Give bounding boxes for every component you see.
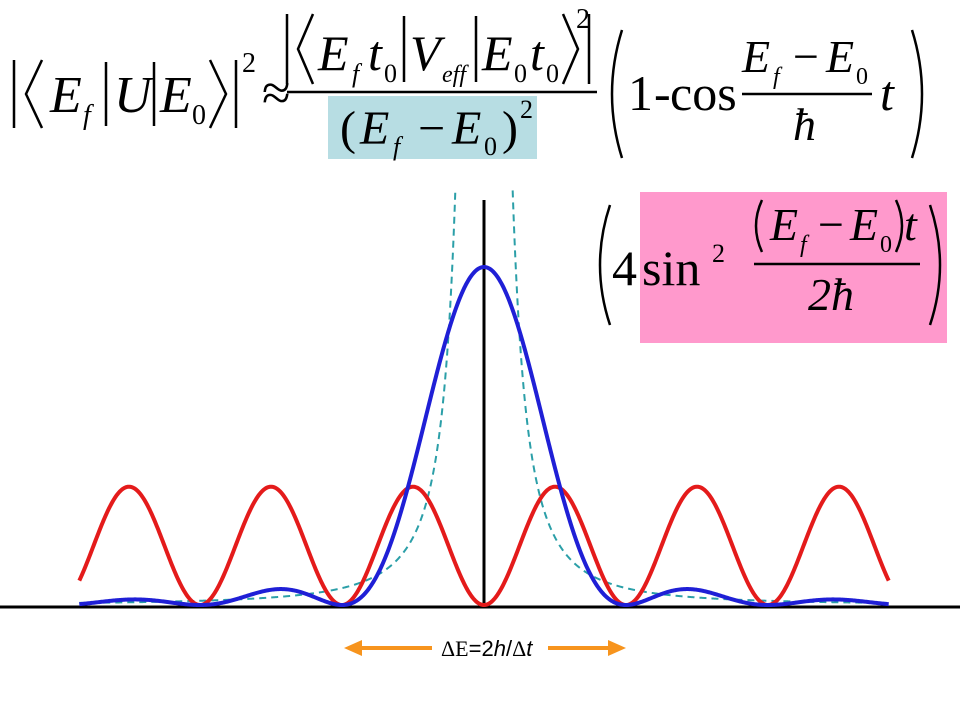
lhs-bra-subscript: f [83,100,94,131]
cos-num-E1: E [741,31,770,82]
label-equals-two: =2 [469,636,494,661]
identity-den: 2ħ [808,269,854,320]
identity-num-E1: E [769,199,798,250]
num-ket-subscript: 0 [514,59,527,88]
cos-num-E2-subscript: 0 [856,64,868,90]
lhs-operator: U [114,67,155,124]
den-E1-subscript: f [393,132,404,161]
denominator-highlight [328,96,537,159]
lhs-ket-subscript: 0 [192,100,206,131]
cos-dash: - [654,65,671,121]
cos-one: 1 [628,65,653,121]
cos-num-minus: − [793,31,819,82]
identity-num-E2-subscript: 0 [880,232,892,258]
num-t2: t [530,25,545,81]
num-power: 2 [576,4,590,35]
num-t: t [368,25,383,81]
num-ket-symbol: E [481,25,513,81]
label-h: h [494,636,506,661]
lhs-bra-symbol: E [49,67,82,124]
den-close-paren: ) [502,102,518,155]
label-delta-1: Δ [441,636,455,661]
identity-four: 4 [612,240,637,296]
chart-plot [0,190,960,609]
den-E2-subscript: 0 [484,132,497,161]
series-sinc-squared [79,264,889,608]
num-operator: V [410,25,446,81]
main-equation: E f U E 0 2 ≈ E f t 0 V eff E 0 [12,4,924,161]
identity-num-E1-subscript: f [800,232,810,258]
cos-t: t [880,65,895,121]
label-t: t [526,636,533,661]
cos-den-hbar: ħ [793,99,816,150]
num-bra-subscript: f [352,59,363,88]
den-E2: E [451,102,481,155]
identity-sin: sin [642,240,700,296]
label-E: E [455,636,468,661]
cos-word: cos [670,65,737,121]
label-delta-2: Δ [512,636,526,661]
den-E1: E [359,102,389,155]
arrow-right-head [608,640,626,656]
arrow-left-head [344,640,362,656]
den-power: 2 [520,95,533,124]
main-fraction: E f t 0 V eff E 0 t 0 2 ( E f − E 0 ) 2 [285,4,597,161]
identity-highlight [640,192,947,343]
series-sin-squared [77,484,891,608]
lhs-power: 2 [242,48,256,79]
num-operator-subscript: eff [442,62,469,88]
cosine-factor: 1 - cos E f − E 0 ħ t [610,29,924,159]
series-envelope-dashed [79,190,889,604]
identity-num-E2: E [849,199,878,250]
cos-num-E2: E [825,31,854,82]
lhs-ket-symbol: E [159,67,192,124]
identity-power: 2 [712,239,725,268]
den-minus: − [418,102,445,155]
num-bra-symbol: E [317,25,349,81]
cos-num-E1-subscript: f [773,64,783,90]
delta-E-label: ΔE=2h/Δt [441,636,533,661]
label-slash: / [506,636,513,661]
sin-identity: 4 sin 2 E f − E 0 t 2ħ [598,192,947,343]
lhs-transition-amplitude: E f U E 0 2 [12,48,256,131]
width-annotation: ΔE=2h/Δt [344,636,626,661]
num-t-subscript: 0 [384,59,397,88]
identity-num-minus: − [818,199,844,250]
identity-num-t: t [904,199,918,250]
num-t2-subscript: 0 [546,59,559,88]
den-open-paren: ( [340,102,356,155]
